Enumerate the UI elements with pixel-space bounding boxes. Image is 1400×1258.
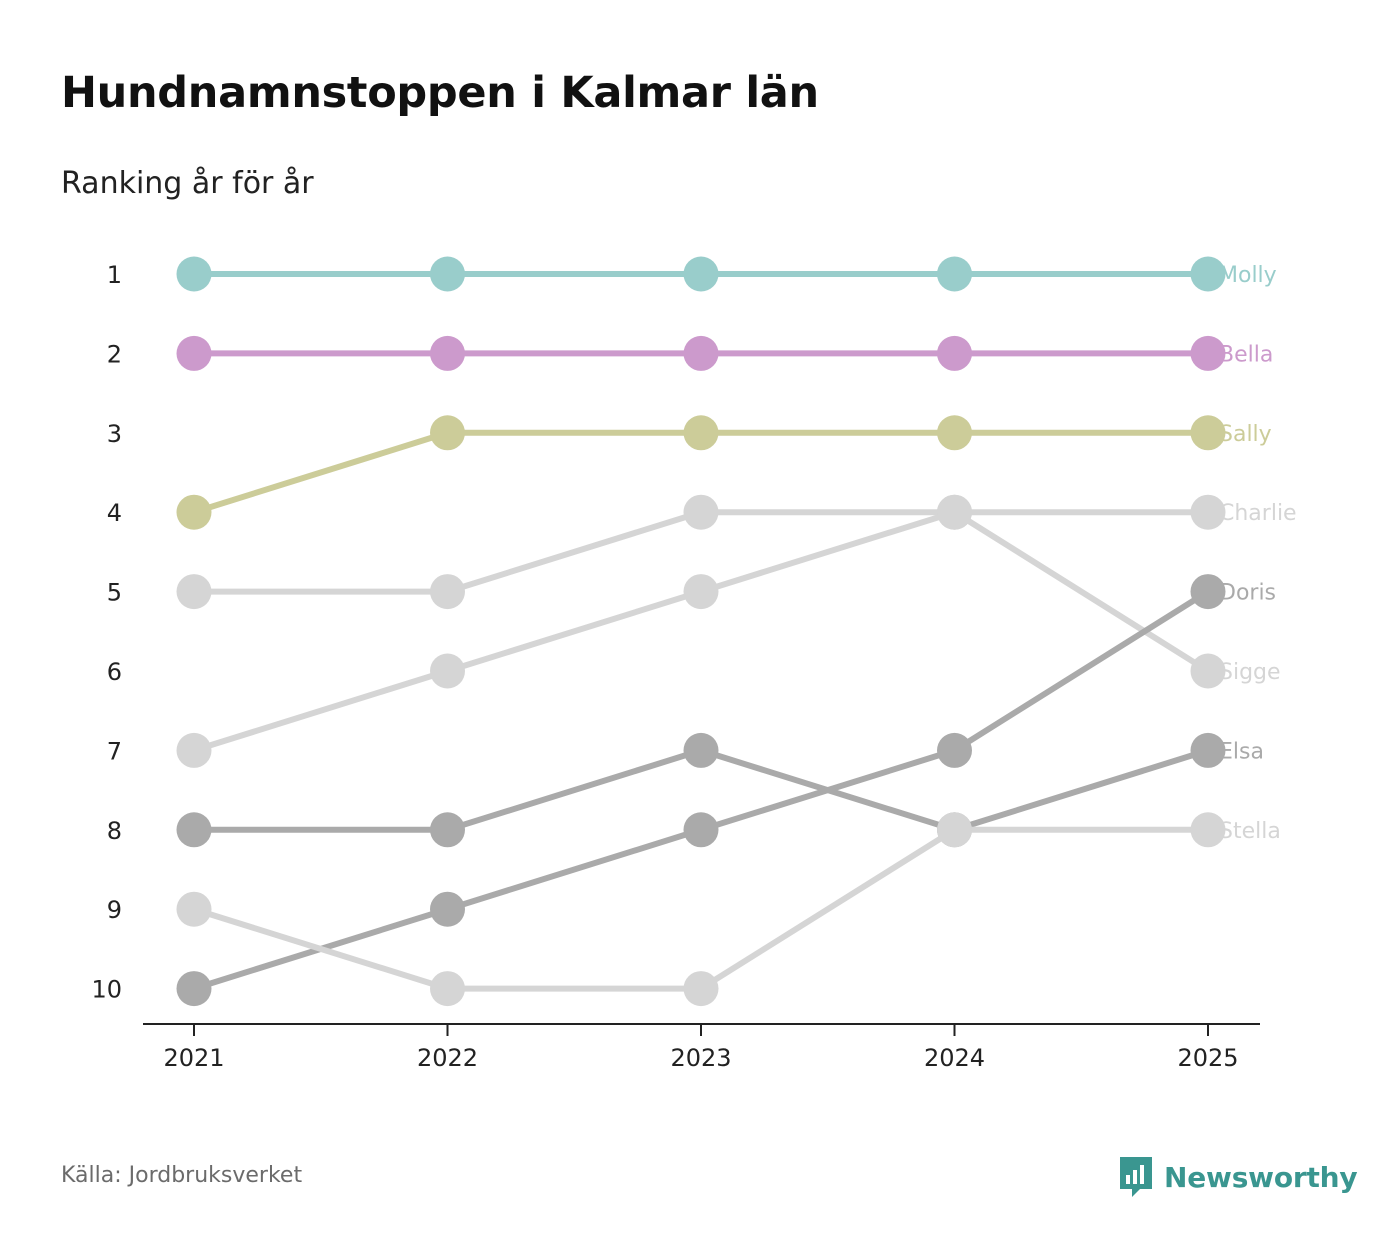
chart-subtitle: Ranking år för år [61, 166, 314, 201]
data-point-molly-2024 [937, 256, 972, 292]
data-point-stella-2025 [1190, 812, 1226, 848]
source-note: Källa: Jordbruksverket [61, 1163, 303, 1188]
data-point-elsa-2023 [683, 732, 719, 768]
y-tick-label: 2 [107, 340, 122, 368]
series-line-doris [191, 588, 1211, 992]
data-point-charlie-2022 [430, 574, 465, 610]
data-point-sally-2021 [176, 494, 212, 530]
data-point-sigge-2021 [176, 732, 212, 768]
series-label-molly: Molly [1219, 263, 1277, 288]
data-point-elsa-2022 [430, 812, 465, 848]
y-tick-label: 6 [107, 658, 122, 686]
data-point-stella-2024 [937, 812, 972, 848]
y-tick-label: 9 [107, 896, 122, 924]
data-point-bella-2025 [1190, 335, 1226, 371]
data-point-doris-2023 [683, 812, 719, 848]
data-point-doris-2022 [430, 891, 465, 927]
x-tick-label: 2021 [163, 1044, 224, 1072]
y-tick-label: 3 [107, 420, 122, 448]
data-point-molly-2025 [1190, 256, 1226, 292]
x-tick-label: 2023 [670, 1044, 731, 1072]
data-point-molly-2022 [430, 256, 465, 292]
data-point-bella-2022 [430, 335, 465, 371]
data-point-charlie-2021 [176, 574, 212, 610]
data-point-elsa-2025 [1190, 732, 1226, 768]
x-tick-label: 2025 [1177, 1044, 1238, 1072]
x-tick-label: 2022 [417, 1044, 478, 1072]
data-point-sigge-2024 [937, 494, 972, 530]
data-point-doris-2024 [937, 732, 972, 768]
brand-logo: Newsworthy [1118, 1155, 1358, 1199]
series-label-sigge: Sigge [1219, 660, 1281, 685]
series-label-charlie: Charlie [1219, 501, 1297, 526]
series-label-doris: Doris [1219, 581, 1276, 606]
y-tick-label: 7 [107, 737, 122, 765]
data-point-molly-2023 [683, 256, 719, 292]
y-tick-label: 1 [107, 261, 122, 289]
series-label-stella: Stella [1219, 819, 1281, 844]
data-point-sally-2022 [430, 415, 465, 451]
data-point-sally-2025 [1190, 415, 1226, 451]
chart-title: Hundnamnstoppen i Kalmar län [61, 68, 819, 118]
series-label-elsa: Elsa [1219, 739, 1264, 764]
data-point-stella-2023 [683, 971, 719, 1007]
data-point-charlie-2025 [1190, 494, 1226, 530]
x-tick-label: 2024 [924, 1044, 985, 1072]
y-tick-label: 4 [107, 499, 122, 527]
y-tick-label: 8 [107, 817, 122, 845]
data-point-sigge-2025 [1190, 653, 1226, 689]
data-point-sigge-2023 [683, 574, 719, 610]
brand-name: Newsworthy [1164, 1160, 1358, 1194]
data-point-stella-2022 [430, 971, 465, 1007]
series-label-bella: Bella [1219, 342, 1273, 367]
series-label-sally: Sally [1219, 422, 1272, 447]
data-point-charlie-2023 [683, 494, 719, 530]
y-tick-label: 5 [107, 579, 122, 607]
newsworthy-logo-icon [1120, 1157, 1152, 1197]
data-point-molly-2021 [176, 256, 212, 292]
y-tick-label: 10 [91, 976, 122, 1004]
data-point-bella-2021 [176, 335, 212, 371]
series-line-sigge [191, 509, 1211, 754]
data-point-sally-2023 [683, 415, 719, 451]
data-point-stella-2021 [176, 891, 212, 927]
data-point-sally-2024 [937, 415, 972, 451]
data-point-bella-2023 [683, 335, 719, 371]
data-point-doris-2025 [1190, 574, 1226, 610]
data-point-doris-2021 [176, 971, 212, 1007]
data-point-sigge-2022 [430, 653, 465, 689]
data-point-bella-2024 [937, 335, 972, 371]
series-line-stella [191, 826, 1211, 992]
data-point-elsa-2021 [176, 812, 212, 848]
